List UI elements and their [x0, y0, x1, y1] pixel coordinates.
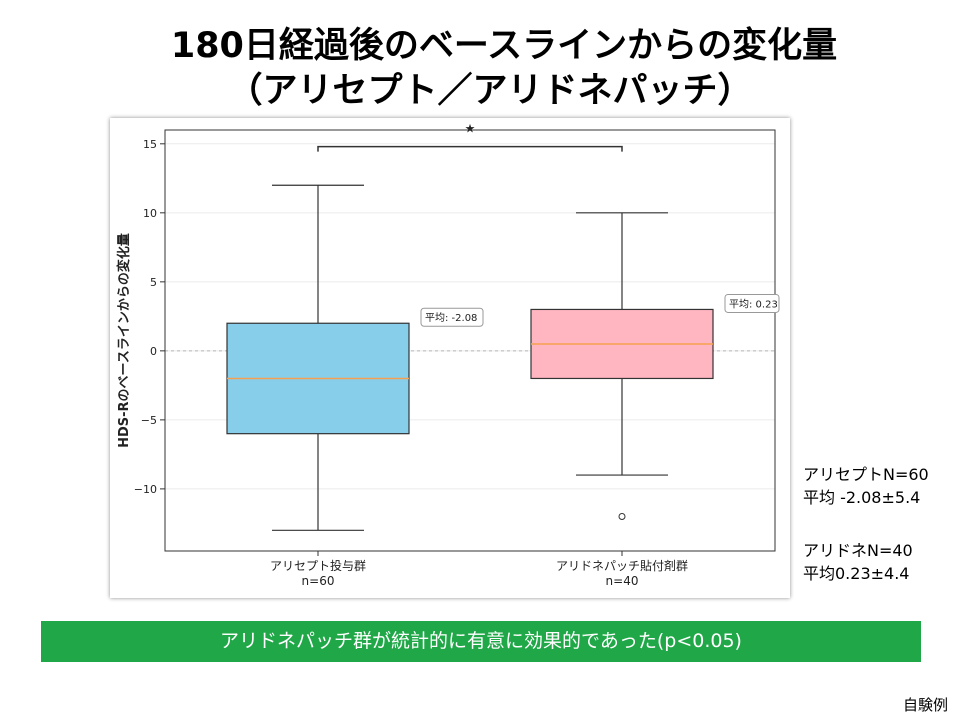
- page-subtitle: （アリセプト／アリドネパッチ）: [227, 71, 753, 111]
- y-tick-label: 5: [150, 276, 157, 289]
- x-tick-count-label: n=40: [606, 574, 639, 588]
- stats-group-b-mean: 平均0.23±4.4: [803, 564, 910, 583]
- x-tick-label: アリドネパッチ貼付剤群: [556, 558, 688, 573]
- y-axis-label: HDS-Rのベースラインからの変化量: [116, 233, 132, 448]
- stats-group-a: アリセプトN=60 平均 -2.08±5.4: [803, 463, 929, 509]
- x-tick-count-label: n=60: [302, 574, 335, 588]
- stats-group-b-count: アリドネN=40: [803, 541, 913, 560]
- page-title: 180日経過後のベースラインからの変化量: [170, 26, 838, 66]
- x-tick-label: アリセプト投与群: [270, 558, 366, 573]
- plot-frame: [164, 129, 776, 552]
- mean-label: 平均: 0.23: [729, 298, 778, 310]
- mean-label: 平均: -2.08: [425, 312, 477, 324]
- y-tick-label: 0: [150, 345, 157, 358]
- stats-group-a-mean: 平均 -2.08±5.4: [803, 488, 921, 507]
- significance-bracket: [317, 145, 623, 152]
- source-note: 自験例: [902, 696, 948, 714]
- y-tick-label: 10: [143, 207, 157, 220]
- chart-image: −10 −5 0 5 10 15 HDS-Rのベースラインからの変化量 平均: -2.08 アリ…: [110, 118, 790, 598]
- mean-label-box: [420, 307, 484, 327]
- y-tick-label: −5: [141, 414, 157, 427]
- y-tick-label: −10: [134, 483, 157, 496]
- mean-label-box: [724, 293, 780, 313]
- stats-group-b: アリドネN=40 平均0.23±4.4: [803, 539, 913, 585]
- significance-star: ★: [465, 122, 476, 136]
- stats-group-a-count: アリセプトN=60: [803, 465, 929, 484]
- y-tick-label: 15: [143, 138, 157, 151]
- conclusion-banner: アリドネパッチ群が統計的に有意に効果的であった(p<0.05): [41, 621, 921, 662]
- outlier-point: [618, 512, 626, 520]
- box-plot: −10 −5 0 5 10 15 HDS-Rのベースラインからの変化量 平均: -2.08 アリ…: [116, 122, 780, 588]
